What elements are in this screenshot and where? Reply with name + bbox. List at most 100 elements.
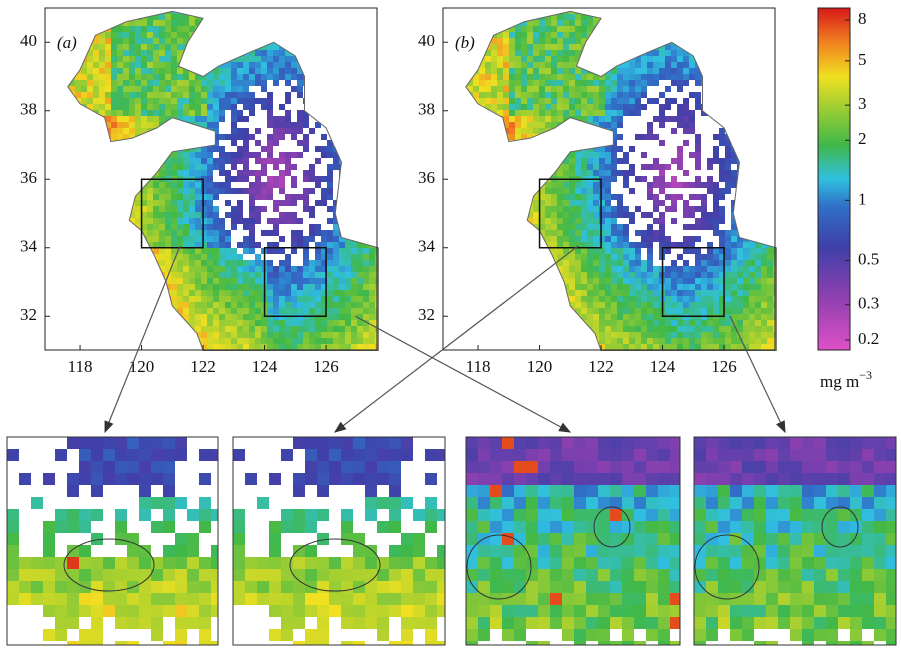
cell: [557, 50, 563, 56]
cell: [467, 206, 473, 212]
cell: [237, 278, 243, 284]
cell: [485, 182, 491, 188]
cell: [321, 38, 327, 44]
cell: [503, 326, 509, 332]
cell: [51, 80, 57, 86]
cell: [279, 308, 285, 314]
cell: [57, 122, 63, 128]
cell: [153, 164, 159, 170]
cell: [551, 164, 557, 170]
cell: [309, 38, 315, 44]
cell: [617, 272, 623, 278]
cell: [593, 236, 599, 242]
cell: [165, 236, 171, 242]
cell: [189, 212, 195, 218]
cell: [297, 74, 303, 80]
cell: [147, 122, 153, 128]
cell: [81, 14, 87, 20]
cell: [81, 218, 87, 224]
cell: [291, 272, 297, 278]
cell: [219, 8, 225, 14]
cell: [135, 248, 141, 254]
cell: [351, 326, 357, 332]
cell: [213, 236, 219, 242]
cell: [321, 152, 327, 158]
cell: [177, 38, 183, 44]
cell: [57, 86, 63, 92]
cell: [539, 56, 545, 62]
cell: [485, 260, 491, 266]
cell: [623, 212, 629, 218]
cell: [581, 194, 587, 200]
cell: [515, 278, 521, 284]
cell: [153, 194, 159, 200]
cell: [375, 200, 381, 206]
cell: [563, 194, 569, 200]
cell: [351, 272, 357, 278]
cell: [201, 200, 207, 206]
cell: [375, 128, 381, 134]
cell: [147, 104, 153, 110]
cell: [243, 134, 249, 140]
cell: [69, 314, 75, 320]
cell: [249, 218, 255, 224]
cell: [575, 266, 581, 272]
cell: [527, 158, 533, 164]
cell: [195, 92, 201, 98]
cell: [449, 296, 455, 302]
cell: [81, 206, 87, 212]
cell: [255, 302, 261, 308]
cell: [533, 110, 539, 116]
cell: [105, 236, 111, 242]
cell: [599, 314, 605, 320]
cell: [461, 230, 467, 236]
cell: [153, 20, 159, 26]
cell: [533, 86, 539, 92]
cell: [273, 20, 279, 26]
cell: [243, 14, 249, 20]
cell: [147, 206, 153, 212]
cell: [503, 68, 509, 74]
cell: [557, 218, 563, 224]
cell: [569, 230, 575, 236]
cell: [297, 140, 303, 146]
cell: [515, 344, 521, 350]
cell: [171, 80, 177, 86]
cell: [129, 56, 135, 62]
cell: [599, 110, 605, 116]
cell: [617, 290, 623, 296]
cell: [171, 62, 177, 68]
cell: [51, 104, 57, 110]
cell: [351, 92, 357, 98]
cell: [189, 326, 195, 332]
cell: [51, 296, 57, 302]
cell: [171, 122, 177, 128]
cell: [485, 68, 491, 74]
cell: [255, 260, 261, 266]
cell: [509, 92, 515, 98]
cell: [593, 224, 599, 230]
cell: [545, 254, 551, 260]
cell: [509, 326, 515, 332]
cell: [243, 38, 249, 44]
cell: [225, 338, 231, 344]
cell: [237, 98, 243, 104]
cell: [225, 212, 231, 218]
cell: [231, 344, 237, 350]
cell: [75, 92, 81, 98]
cell: [527, 296, 533, 302]
cell: [375, 230, 381, 236]
cell: [93, 122, 99, 128]
cell: [249, 242, 255, 248]
cell: [527, 62, 533, 68]
cell: [375, 170, 381, 176]
cell: [213, 266, 219, 272]
cell: [129, 290, 135, 296]
cell: [363, 182, 369, 188]
cell: [629, 164, 635, 170]
cell: [503, 92, 509, 98]
cell: [93, 272, 99, 278]
cell: [369, 344, 375, 350]
cell: [327, 278, 333, 284]
cell: [237, 260, 243, 266]
